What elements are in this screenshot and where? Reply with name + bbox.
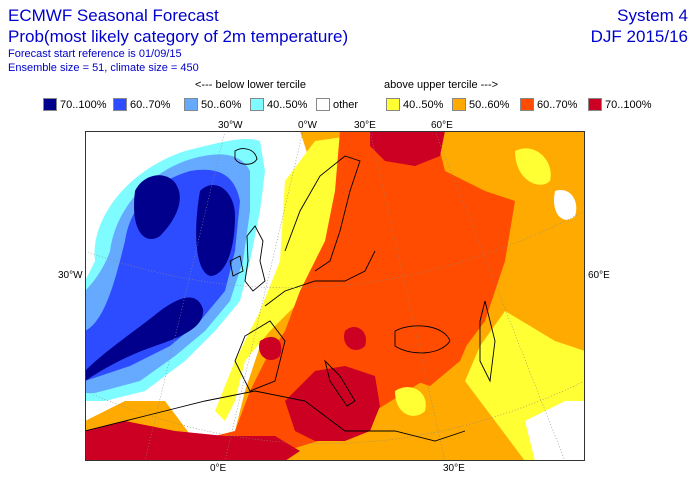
coastline-italy [324,359,356,407]
left-tick-30w: 30°W [58,270,83,281]
legend-label: 60..70% [537,98,578,111]
legend-label: 50..60% [469,98,510,111]
legend-label: 70..100% [605,98,652,111]
coastline-uk [244,225,266,292]
field-below-70-100-c [85,297,204,381]
legend-above-heading: above upper tercile ---> [384,79,499,91]
legend-item: 70..100% [588,97,651,112]
system-label: System 4 [617,6,688,25]
legend-item: 40..50% [250,97,307,112]
legend-label: 50..60% [201,98,242,111]
field-below-70-100-a [134,175,180,239]
field-above-70-100-north [370,131,445,166]
graticule-lon [369,131,446,461]
season-label: DJF 2015/16 [590,27,688,46]
field-neutral-ne [554,190,577,220]
legend-swatch [520,98,534,111]
bottom-tick-30e: 30°E [443,463,465,474]
top-tick-60e: 60°E [431,120,453,131]
legend-label: 40..50% [267,98,308,111]
coastline-black-sea [394,325,451,354]
legend-swatch [452,98,466,111]
coastline-scandinavia [284,155,361,272]
legend-item: 40..50% [386,97,443,112]
map-frame [85,131,585,461]
chart-title: ECMWF Seasonal Forecast [8,6,219,25]
coastline-europe [264,250,376,307]
field-below-70-100-b [196,185,235,276]
legend-swatch [588,98,602,111]
graticule-lon [434,131,566,461]
legend-swatch [113,98,127,111]
legend-swatch [316,98,330,111]
coastline-iberia [234,320,286,392]
field-above-70-100-sw [85,421,300,461]
legend-item: 70..100% [43,97,106,112]
legend-item: 60..70% [520,97,577,112]
legend-label: other [333,98,359,111]
legend-label: 70..100% [60,98,107,111]
field-neutral-se [525,401,585,461]
top-tick-30e: 30°E [354,120,376,131]
field-above-40-50-ne [515,148,551,185]
ensemble-info: Ensemble size = 51, climate size = 450 [8,62,199,74]
legend-swatch [43,98,57,111]
legend-item: 50..60% [452,97,509,112]
legend-below-heading: <--- below lower tercile [195,79,306,91]
legend-label: 40..50% [403,98,444,111]
graticule-lat [85,380,585,444]
field-above-60-70-east [385,311,475,386]
right-tick-60e: 60°E [588,270,610,281]
legend-swatch [386,98,400,111]
field-above-70-100-med [285,366,380,441]
legend-item: 50..60% [184,97,241,112]
field-above-40-50 [215,136,350,421]
graticule-lon [224,131,304,461]
top-tick-30w: 30°W [218,120,243,131]
graticule-lon [144,131,226,461]
legend-swatch [184,98,198,111]
coastline-ireland [229,255,244,277]
legend-swatch [250,98,264,111]
field-above-70-100-east [344,326,366,351]
legend-label: 60..70% [130,98,171,111]
chart-subtitle: Prob(most likely category of 2m temperat… [8,27,349,46]
coastline-caspian [479,300,496,383]
legend-item: other [316,97,358,112]
top-tick-0w: 0°W [298,120,317,131]
coastline-iceland [234,148,258,165]
graticule-lat [85,210,585,289]
bottom-tick-0e: 0°E [210,463,227,474]
forecast-reference: Forecast start reference is 01/09/15 [8,48,182,60]
coastline-north-africa [85,390,466,442]
forecast-map [85,131,585,461]
legend-item: 60..70% [113,97,170,112]
field-above-40-50-balkan [395,387,426,416]
field-above-70-100-central [259,336,282,361]
